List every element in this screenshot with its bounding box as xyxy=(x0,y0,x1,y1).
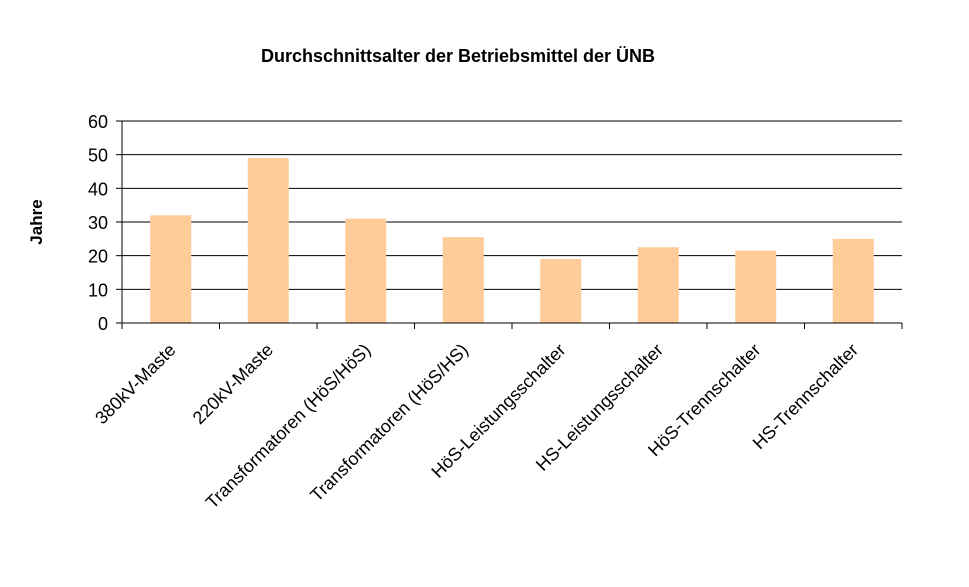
y-tick-label: 40 xyxy=(88,179,108,199)
y-axis-label: Jahre xyxy=(27,199,46,244)
axes xyxy=(121,121,903,329)
category-label: 380kV-Maste xyxy=(91,340,179,428)
bar xyxy=(150,215,192,323)
bar xyxy=(247,158,289,323)
bar xyxy=(540,259,582,323)
y-tick-label: 30 xyxy=(88,213,108,233)
y-tick-label: 0 xyxy=(98,314,108,334)
bar xyxy=(442,237,484,323)
category-label: 220kV-Maste xyxy=(189,340,277,428)
bar xyxy=(832,238,874,323)
y-tick-label: 50 xyxy=(88,146,108,166)
bar xyxy=(637,247,679,323)
bar xyxy=(345,218,387,323)
category-label: Transformatoren (HöS/HS) xyxy=(306,340,472,506)
y-tick-label: 60 xyxy=(88,112,108,132)
category-label: Transformatoren (HöS/HöS) xyxy=(202,340,375,513)
y-tick-label: 10 xyxy=(88,280,108,300)
chart-title: Durchschnittsalter der Betriebsmittel de… xyxy=(261,46,655,66)
gridlines xyxy=(122,120,902,290)
bars xyxy=(150,158,874,323)
y-tick-labels: 0 10 20 30 40 50 60 xyxy=(88,112,122,334)
category-label: HS-Trennschalter xyxy=(749,340,862,453)
y-tick-label: 20 xyxy=(88,247,108,267)
bar xyxy=(735,250,777,323)
